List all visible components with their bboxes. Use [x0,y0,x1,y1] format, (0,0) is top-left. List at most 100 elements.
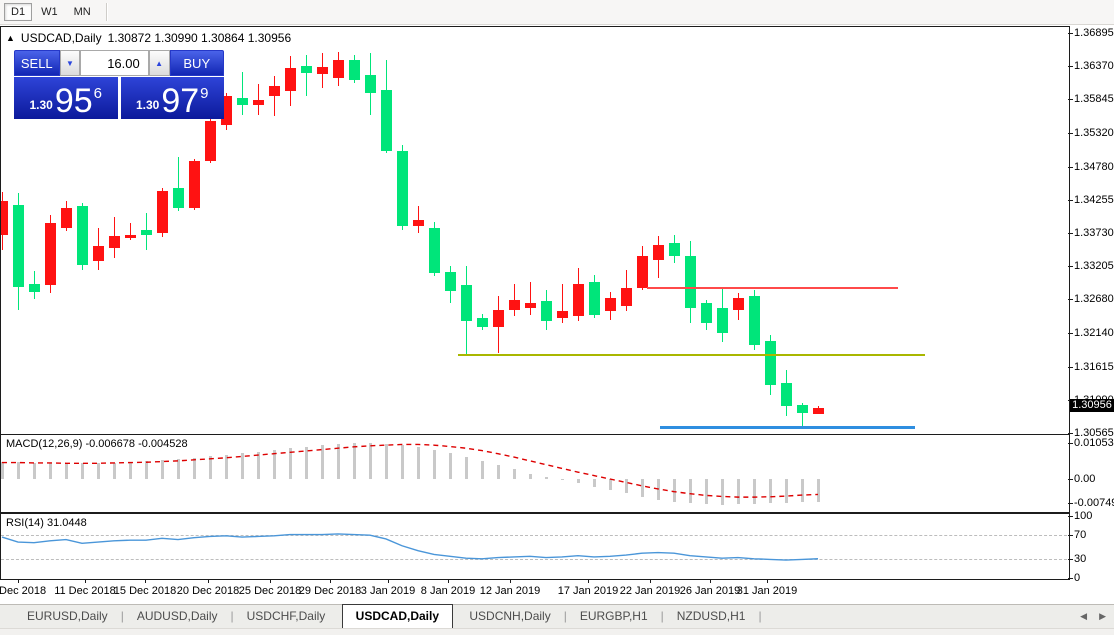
chart-symbol-label: USDCAD,Daily [20,31,102,45]
candle-body [189,160,200,208]
chart-tab-usdcnh-daily[interactable]: USDCNH,Daily [469,609,551,623]
buy-price-box[interactable]: 1.30 97 9 [120,77,224,119]
collapse-triangle-icon[interactable]: ▲ [6,33,15,43]
macd-bar [561,479,564,481]
candle-body [461,285,472,322]
candle-body [269,85,280,96]
time-axis-tick [330,579,331,583]
sell-price-big: 95 [54,82,93,120]
macd-axis-label-tick [1068,503,1073,504]
macd-bar [529,473,532,479]
candle-body [445,271,456,292]
timeframe-w1-button[interactable]: W1 [34,3,65,21]
macd-axis-label-tick [1068,443,1073,444]
time-axis-tick [85,579,86,583]
chart-tab-eurusd-daily[interactable]: EURUSD,Daily [27,609,108,623]
tab-scroll-right-icon[interactable]: ▶ [1099,611,1106,621]
price-axis-label: 1.35845 [1074,93,1114,105]
price-axis-label-tick [1068,200,1073,201]
price-axis-label-tick [1068,133,1073,134]
horizontal-line-object[interactable] [458,354,925,357]
one-click-trading-panel: SELL ▼ 16.00 ▲ BUY 1.30 95 6 1.30 97 9 [14,50,224,119]
horizontal-line-object[interactable] [647,286,898,289]
candle-body [109,236,120,249]
candle-body [477,318,488,327]
candle-body [429,227,440,274]
macd-bar [497,465,500,479]
chart-tab-audusd-daily[interactable]: AUDUSD,Daily [136,609,218,623]
tab-separator: | [563,609,567,623]
price-axis-label-tick [1068,99,1073,100]
rsi-axis-label: 30 [1074,553,1087,565]
time-axis-label: 22 Jan 2019 [619,585,681,597]
macd-bar [225,455,228,479]
price-axis-label: 1.34255 [1074,194,1114,206]
candle-body [413,220,424,227]
candle-body [557,311,568,319]
candle-body [381,90,392,152]
sell-price-box[interactable]: 1.30 95 6 [14,77,118,119]
tab-scroll-controls: ◀ ▶ [1080,611,1106,622]
volume-increase-button[interactable]: ▲ [148,50,170,76]
buy-price-pip: 9 [200,85,209,102]
status-bar [0,628,1114,635]
candle-wick [242,72,243,115]
macd-bar [433,449,436,479]
macd-bar [17,462,20,479]
chart-tab-usdcad-daily[interactable]: USDCAD,Daily [341,604,454,628]
candle-body [349,59,360,81]
candle-body [637,256,648,288]
volume-decrease-button[interactable]: ▼ [59,50,81,76]
horizontal-line-object[interactable] [660,425,915,429]
macd-bar [721,479,724,505]
time-axis-label: 6 Dec 2018 [0,585,47,597]
macd-bar [705,479,708,505]
macd-bar [689,479,692,504]
volume-input[interactable]: 16.00 [80,50,149,76]
price-axis-label: 1.30565 [1074,427,1114,439]
candle-body [685,256,696,309]
time-axis-label: 15 Dec 2018 [113,585,177,597]
candle-body [621,287,632,307]
macd-bar [289,448,292,479]
price-axis-label: 1.34780 [1074,161,1114,173]
tab-scroll-left-icon[interactable]: ◀ [1080,611,1088,621]
candle-body [749,296,760,345]
macd-bar [209,456,212,479]
price-axis-label-tick [1068,367,1073,368]
price-axis-label-tick [1068,33,1073,34]
sell-button[interactable]: SELL [14,50,60,76]
macd-bar [577,479,580,484]
macd-bar [49,462,52,479]
price-axis-label: 1.32140 [1074,327,1114,339]
price-axis-label-tick [1068,167,1073,168]
macd-bar [737,479,740,505]
price-axis-label-tick [1068,266,1073,267]
candle-body [173,188,184,208]
candle-body [813,408,824,414]
chart-tab-nzdusd-h1[interactable]: NZDUSD,H1 [676,609,746,623]
chart-tab-eurgbp-h1[interactable]: EURGBP,H1 [579,609,648,623]
macd-bar [241,453,244,479]
time-axis-tick [145,579,146,583]
time-axis-tick [208,579,209,583]
candle-body [317,66,328,74]
timeframe-d1-button[interactable]: D1 [4,3,33,21]
timeframe-mn-button[interactable]: MN [67,3,98,21]
macd-bar [353,443,356,479]
macd-indicator-label: MACD(12,26,9) -0.006678 -0.004528 [6,438,188,450]
chart-tab-usdchf-daily[interactable]: USDCHF,Daily [246,609,326,623]
price-axis-label-tick [1068,233,1073,234]
macd-bar [385,443,388,479]
sell-price-prefix: 1.30 [29,98,53,112]
rsi-axis-label: 70 [1074,529,1087,541]
price-axis-label: 1.31615 [1074,361,1114,373]
time-axis-tick [588,579,589,583]
tab-separator: | [230,609,234,623]
candle-body [61,207,72,228]
candle-wick [258,84,259,115]
time-axis-label: 8 Jan 2019 [420,585,476,597]
buy-button[interactable]: BUY [169,50,224,76]
candle-body [717,308,728,334]
